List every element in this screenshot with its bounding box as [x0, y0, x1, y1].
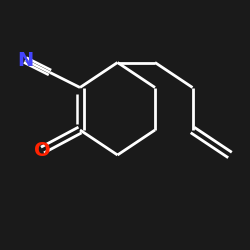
- Text: O: O: [34, 140, 51, 160]
- Text: N: N: [17, 50, 33, 70]
